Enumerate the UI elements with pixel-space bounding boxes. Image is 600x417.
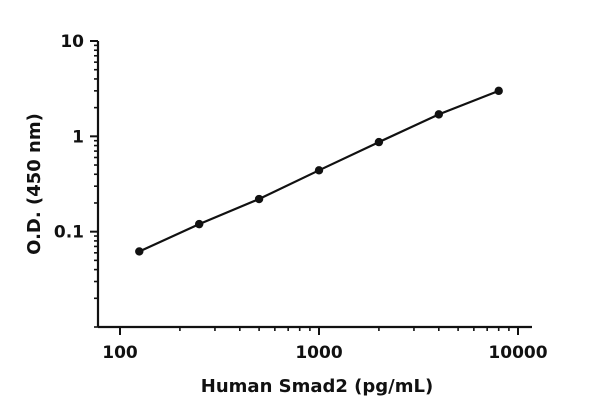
x-tick-label-10000: 10000 [488,343,547,363]
x-tick-labels: 100 1000 10000 [102,343,547,363]
y-tick-labels: 0.1 1 10 [54,32,84,243]
x-tick-label-1000: 1000 [295,343,342,363]
data-point [194,219,204,229]
data-point [494,86,503,96]
data-point [314,166,324,175]
data-point [434,110,444,119]
minor-ticks [94,44,510,331]
data-point [374,137,384,147]
y-tick-label-1: 1 [72,127,84,147]
data-points [135,86,503,256]
data-point [135,247,144,256]
y-tick-label-10: 10 [60,32,84,52]
y-axis-title: O.D. (450 nm) [24,113,45,255]
major-ticks [90,40,519,335]
x-tick-label-100: 100 [102,343,138,363]
y-tick-label-0.1: 0.1 [54,223,84,243]
data-point [254,194,264,204]
x-axis-title: Human Smad2 (pg/mL) [201,376,433,397]
